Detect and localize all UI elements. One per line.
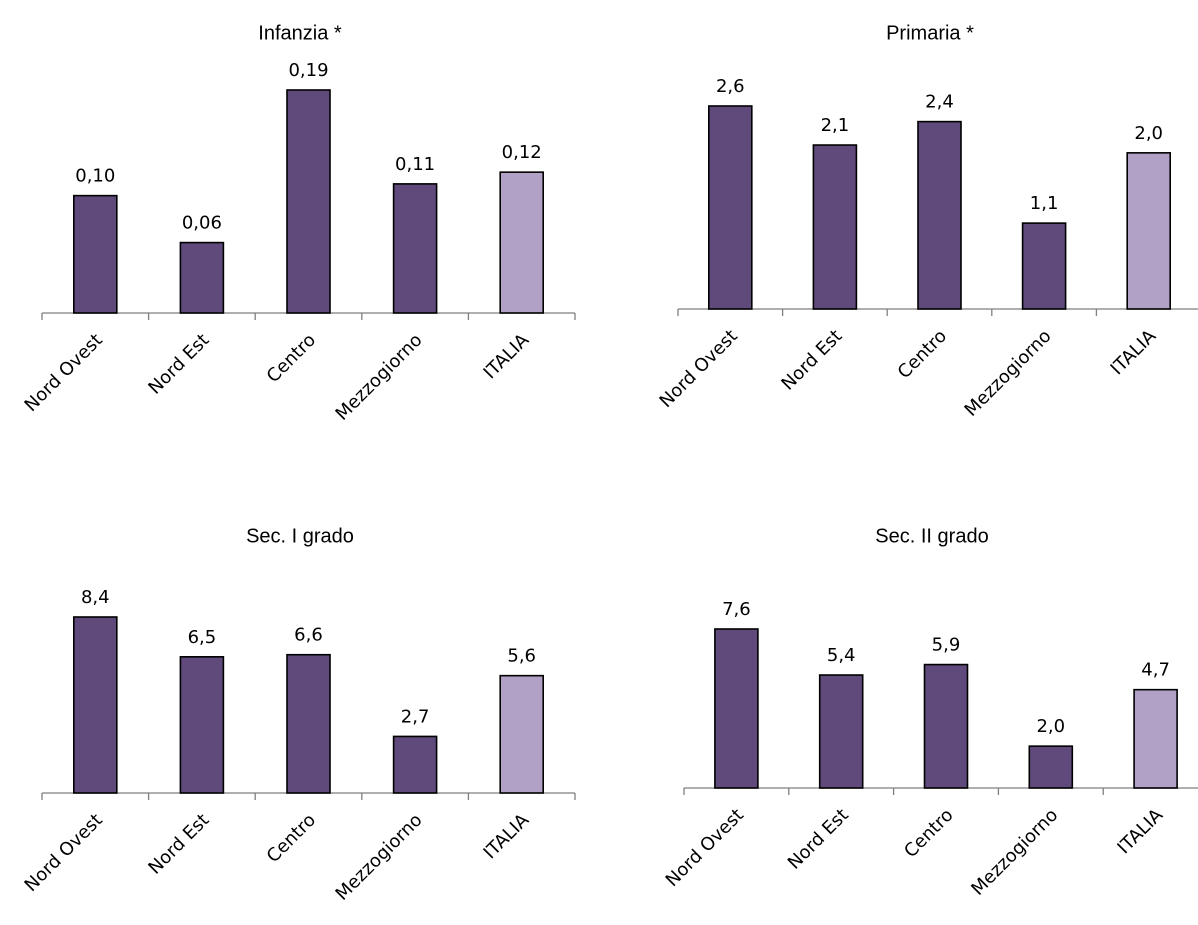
bar-nord-ovest xyxy=(73,616,118,794)
bar-centro xyxy=(286,653,331,794)
bar-nord-ovest xyxy=(707,105,753,310)
x-tick-label-nord-ovest: Nord Ovest xyxy=(656,326,742,412)
bar-nord-est xyxy=(179,241,225,314)
x-tick-label-italia: ITALIA xyxy=(480,809,534,863)
chart-panel-sec-i-grado: Sec. I grado 8,4 Nord Ovest 6,5 Nord Est 6,6 C… xyxy=(21,525,576,905)
data-label-nord-ovest: 8,4 xyxy=(81,587,110,608)
bar-mezzogiorno xyxy=(392,183,438,314)
data-label-mezzogiorno: 1,1 xyxy=(1030,193,1059,214)
data-label-nord-est: 0,06 xyxy=(182,213,222,234)
x-tick-label-italia: ITALIA xyxy=(480,329,534,383)
chart-title: Sec. I grado xyxy=(246,525,354,547)
chart-title: Primaria * xyxy=(886,22,974,44)
data-label-centro: 2,4 xyxy=(925,92,954,113)
data-label-centro: 6,6 xyxy=(294,625,323,646)
data-label-centro: 5,9 xyxy=(932,635,961,656)
bar-mezzogiorno xyxy=(1028,745,1074,789)
x-tick-label-mezzogiorno: Mezzogiorno xyxy=(332,810,427,905)
chart-panel-primaria: Primaria * 2,6 Nord Ovest 2,1 Nord Est 2,4 Cen… xyxy=(656,22,1198,421)
bar-italia xyxy=(1126,152,1171,310)
bar-nord-est xyxy=(179,656,225,794)
chart-title: Sec. II grado xyxy=(875,525,988,547)
data-label-nord-ovest: 7,6 xyxy=(722,599,751,620)
x-tick-label-nord-ovest: Nord Ovest xyxy=(21,810,107,896)
bar-italia xyxy=(499,171,545,314)
bar-italia xyxy=(1133,688,1178,789)
x-tick-label-centro: Centro xyxy=(894,326,951,383)
data-label-nord-est: 6,5 xyxy=(188,627,217,648)
data-label-italia: 5,6 xyxy=(507,646,536,667)
chart-title: Infanzia * xyxy=(258,22,342,44)
x-tick-label-nord-ovest: Nord Ovest xyxy=(21,330,107,416)
data-label-italia: 0,12 xyxy=(502,142,542,163)
bar-mezzogiorno xyxy=(392,735,438,794)
bar-centro xyxy=(923,663,969,789)
chart-panel-infanzia: Infanzia * 0,10 Nord Ovest 0,06 Nord Est 0,19… xyxy=(21,22,576,425)
data-label-mezzogiorno: 2,7 xyxy=(401,706,430,727)
x-tick-label-mezzogiorno: Mezzogiorno xyxy=(332,330,427,425)
bar-nord-est xyxy=(818,674,864,789)
data-label-italia: 4,7 xyxy=(1141,660,1170,681)
bar-mezzogiorno xyxy=(1021,222,1067,310)
data-label-nord-est: 2,1 xyxy=(821,115,850,136)
chart-panel-sec-ii-grado: Sec. II grado 7,6 Nord Ovest 5,4 Nord Est 5,9… xyxy=(662,525,1198,900)
data-label-nord-est: 5,4 xyxy=(827,645,856,666)
x-tick-label-nord-est: Nord Est xyxy=(144,810,213,879)
x-tick-label-nord-est: Nord Est xyxy=(784,805,853,874)
data-label-nord-ovest: 2,6 xyxy=(716,76,745,97)
data-label-mezzogiorno: 0,11 xyxy=(395,154,435,175)
x-tick-label-nord-est: Nord Est xyxy=(144,330,213,399)
x-tick-label-mezzogiorno: Mezzogiorno xyxy=(961,326,1056,421)
x-tick-label-centro: Centro xyxy=(263,810,320,867)
data-label-centro: 0,19 xyxy=(288,60,328,81)
x-tick-label-centro: Centro xyxy=(900,805,957,862)
bar-centro xyxy=(286,89,331,314)
x-tick-label-italia: ITALIA xyxy=(1113,804,1167,858)
x-tick-label-nord-ovest: Nord Ovest xyxy=(662,805,748,891)
bar-italia xyxy=(499,674,545,794)
x-tick-label-nord-est: Nord Est xyxy=(777,326,846,395)
bar-nord-ovest xyxy=(73,194,118,314)
bar-centro xyxy=(917,120,962,310)
data-label-mezzogiorno: 2,0 xyxy=(1036,716,1065,737)
x-tick-label-italia: ITALIA xyxy=(1107,325,1161,379)
bar-nord-ovest xyxy=(714,628,759,789)
x-tick-label-centro: Centro xyxy=(263,330,320,387)
data-label-nord-ovest: 0,10 xyxy=(75,166,115,187)
x-tick-label-mezzogiorno: Mezzogiorno xyxy=(967,805,1062,900)
data-label-italia: 2,0 xyxy=(1134,123,1163,144)
bar-nord-est xyxy=(812,144,858,310)
